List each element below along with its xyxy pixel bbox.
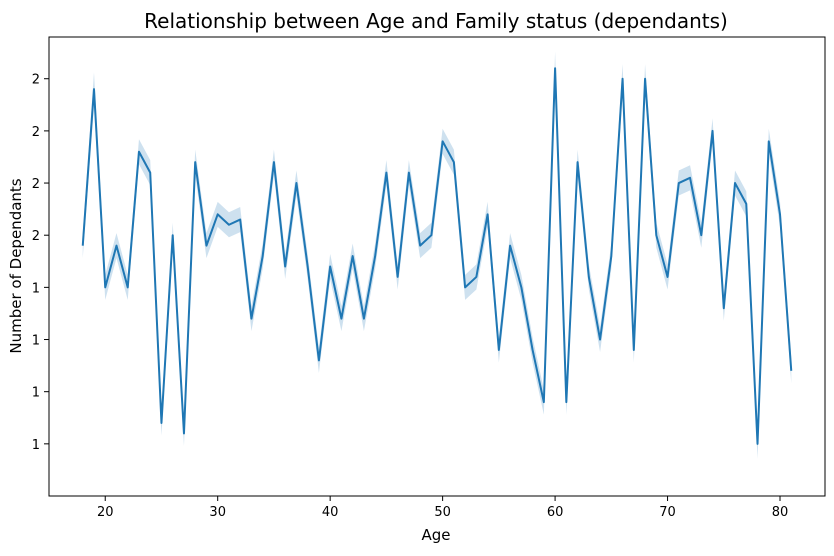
series-line-0 xyxy=(81,67,793,445)
confidence-band-layer xyxy=(82,51,792,459)
plot-frame xyxy=(48,36,826,497)
series-line-layer xyxy=(81,67,793,445)
x-tick-label: 60 xyxy=(547,505,564,520)
y-axis-label: Number of Dependants xyxy=(7,178,25,353)
y-axis-ticks: 1 1 1 1 2 2 2 2 xyxy=(32,73,49,453)
y-tick-label: 2 xyxy=(32,229,40,244)
x-axis-ticks: 20 30 40 50 60 70 80 xyxy=(97,496,788,520)
confidence-band-0 xyxy=(82,51,792,459)
y-tick-label: 1 xyxy=(32,334,40,349)
y-tick-label: 2 xyxy=(32,125,40,140)
x-tick-label: 40 xyxy=(322,505,339,520)
x-tick-label: 20 xyxy=(97,505,114,520)
y-tick-label: 1 xyxy=(32,438,40,453)
y-tick-label: 2 xyxy=(32,73,40,88)
x-tick-label: 30 xyxy=(209,505,226,520)
chart-title: Relationship between Age and Family stat… xyxy=(144,9,728,33)
x-axis-label: Age xyxy=(421,526,450,544)
x-tick-label: 50 xyxy=(434,505,451,520)
x-tick-label: 70 xyxy=(659,505,676,520)
y-tick-label: 2 xyxy=(32,177,40,192)
x-tick-label: 80 xyxy=(772,505,789,520)
y-tick-label: 1 xyxy=(32,281,40,296)
y-tick-label: 1 xyxy=(32,386,40,401)
